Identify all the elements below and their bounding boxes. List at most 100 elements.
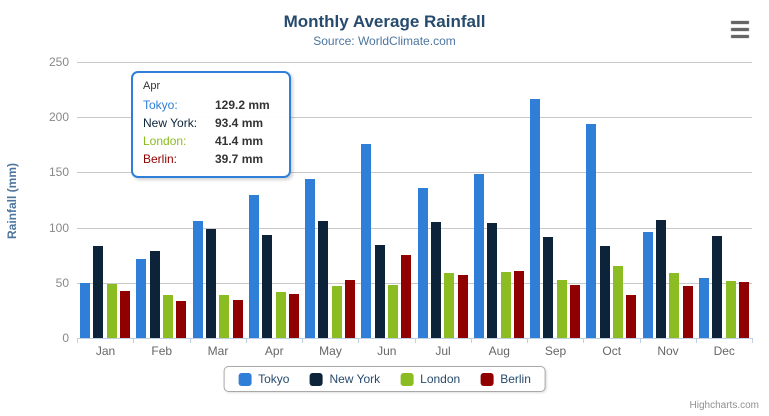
y-axis-label: 150 — [48, 165, 69, 180]
bar-berlin-dec[interactable] — [738, 281, 749, 338]
legend-item-london[interactable]: London — [400, 372, 460, 386]
bar-newyork-dec[interactable] — [712, 236, 723, 338]
bar-berlin-jan[interactable] — [120, 291, 131, 338]
bar-london-sep[interactable] — [556, 280, 567, 338]
bar-london-jan[interactable] — [106, 284, 117, 338]
tooltip-row: New York: 93.4 mm — [143, 114, 279, 132]
bar-newyork-feb[interactable] — [149, 251, 160, 338]
bar-tokyo-nov[interactable] — [642, 232, 653, 338]
bar-london-dec[interactable] — [725, 281, 736, 338]
x-axis-label: Feb — [151, 344, 173, 358]
bar-berlin-may[interactable] — [345, 279, 356, 338]
legend-symbol — [400, 372, 414, 386]
x-axis-label: Aug — [488, 344, 510, 358]
x-axis-label: Jan — [95, 344, 116, 358]
bar-newyork-jun[interactable] — [374, 244, 385, 338]
bar-tokyo-dec[interactable] — [698, 277, 709, 338]
bar-berlin-apr[interactable] — [288, 294, 299, 338]
x-axis-tick — [470, 338, 472, 343]
tooltip-header: Apr — [143, 80, 161, 92]
legend-symbol — [480, 372, 494, 386]
y-axis-label: 100 — [48, 220, 69, 235]
bar-london-aug[interactable] — [500, 272, 511, 338]
x-axis-tick — [414, 338, 416, 343]
y-axis-label: 0 — [62, 331, 69, 345]
x-axis-tick — [695, 338, 697, 343]
legend-label: Tokyo — [258, 372, 290, 386]
bar-tokyo-jan[interactable] — [80, 282, 91, 338]
legend-label: London — [420, 372, 461, 386]
x-axis-label: Sep — [544, 344, 567, 358]
bar-newyork-oct[interactable] — [599, 245, 610, 338]
tooltip-series-label: Berlin: — [143, 152, 178, 166]
legend: Tokyo New York London Berlin — [223, 366, 546, 392]
hamburger-bar — [731, 35, 749, 38]
bar-newyork-sep[interactable] — [543, 237, 554, 338]
bar-tokyo-oct[interactable] — [586, 123, 597, 338]
bar-tokyo-aug[interactable] — [473, 174, 484, 338]
bar-london-mar[interactable] — [219, 294, 230, 338]
bar-berlin-feb[interactable] — [176, 301, 187, 338]
bar-berlin-oct[interactable] — [626, 294, 637, 338]
bar-london-nov[interactable] — [669, 272, 680, 338]
bar-newyork-jan[interactable] — [93, 245, 104, 338]
legend-item-tokyo[interactable]: Tokyo — [238, 372, 289, 386]
bar-newyork-may[interactable] — [318, 220, 329, 338]
y-axis-label: 200 — [48, 110, 69, 125]
x-axis-tick — [245, 338, 247, 343]
tooltip-value: 41.4 mm — [215, 134, 264, 148]
bar-london-may[interactable] — [331, 286, 342, 338]
x-axis-tick — [358, 338, 360, 343]
tooltip-row: Berlin: 39.7 mm — [143, 150, 279, 168]
bar-london-jul[interactable] — [444, 272, 455, 338]
tooltip-series-label: Tokyo: — [143, 98, 178, 112]
tooltip-series-label: London: — [143, 134, 187, 148]
bar-tokyo-sep[interactable] — [530, 99, 541, 338]
chart-title: Monthly Average Rainfall — [283, 12, 486, 31]
tooltip-value: 39.7 mm — [215, 152, 264, 166]
bar-tokyo-jun[interactable] — [361, 143, 372, 338]
bar-newyork-nov[interactable] — [655, 220, 666, 338]
legend-item-berlin[interactable]: Berlin — [480, 372, 531, 386]
gridline — [77, 282, 752, 284]
bar-tokyo-may[interactable] — [305, 179, 316, 338]
bar-tokyo-apr[interactable] — [248, 195, 259, 338]
bar-london-feb[interactable] — [163, 295, 174, 338]
legend-item-newyork[interactable]: New York — [309, 372, 380, 386]
bar-newyork-jul[interactable] — [430, 222, 441, 338]
export-menu-icon[interactable] — [731, 21, 749, 38]
legend-symbol — [238, 372, 252, 386]
bar-newyork-mar[interactable] — [205, 229, 216, 338]
bar-newyork-aug[interactable] — [487, 222, 498, 338]
x-axis-tick — [527, 338, 528, 343]
gridline — [77, 62, 752, 63]
bar-london-jun[interactable] — [388, 284, 399, 338]
credits-link[interactable]: Highcharts.com — [689, 400, 759, 411]
bar-tokyo-mar[interactable] — [192, 220, 203, 338]
bar-berlin-nov[interactable] — [682, 286, 693, 338]
x-axis-tick — [639, 338, 641, 343]
bar-tokyo-feb[interactable] — [136, 259, 147, 338]
chart-subtitle: Source: WorldClimate.com — [313, 34, 456, 48]
x-axis-label: Oct — [602, 344, 622, 358]
hamburger-bar — [731, 28, 749, 31]
plot-area — [77, 62, 753, 343]
gridline — [77, 117, 752, 119]
tooltip-value: 129.2 mm — [215, 98, 270, 112]
bar-berlin-jul[interactable] — [457, 274, 468, 338]
bar-berlin-sep[interactable] — [570, 285, 581, 338]
bar-london-oct[interactable] — [613, 266, 624, 338]
tooltip-row: London: 41.4 mm — [143, 132, 279, 150]
bar-berlin-mar[interactable] — [232, 299, 243, 338]
bar-london-apr[interactable] — [275, 292, 286, 338]
x-axis-tick — [189, 338, 191, 343]
tooltip-value: 93.4 mm — [215, 116, 264, 130]
bar-tokyo-jul[interactable] — [417, 188, 428, 338]
bar-berlin-jun[interactable] — [401, 254, 412, 338]
hamburger-bar — [731, 21, 749, 24]
bar-newyork-apr[interactable] — [262, 234, 273, 338]
tooltip: Apr Tokyo: 129.2 mm New York: 93.4 mm London… — [131, 71, 291, 178]
x-axis-label: Apr — [264, 344, 284, 358]
bar-berlin-aug[interactable] — [513, 271, 524, 338]
